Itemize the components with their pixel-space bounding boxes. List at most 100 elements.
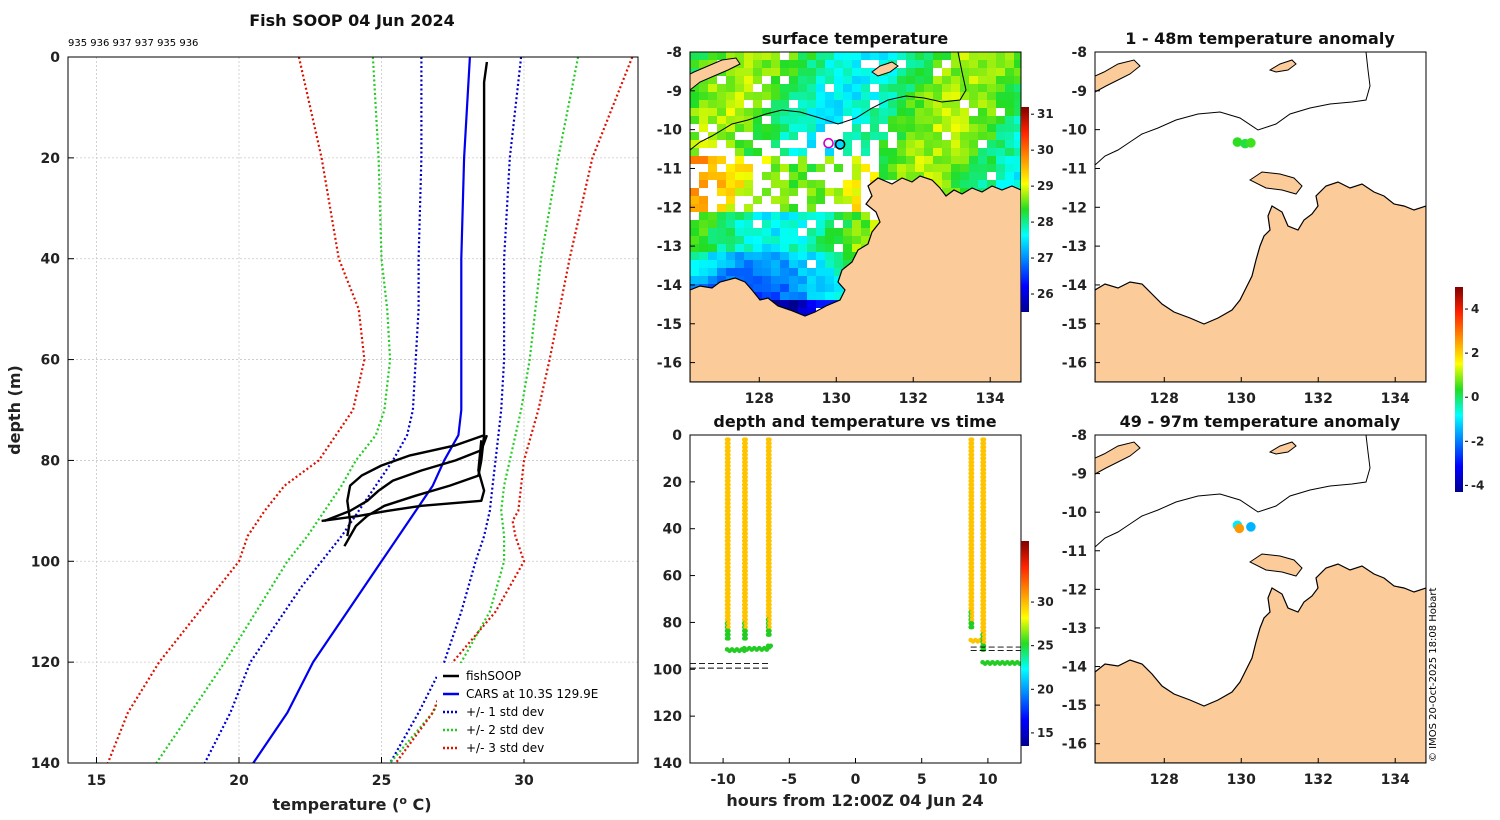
sst-cell bbox=[852, 76, 862, 85]
sst-cell bbox=[690, 276, 700, 285]
sst-cell bbox=[798, 92, 808, 101]
dt-point bbox=[981, 602, 987, 607]
map-y-tick-label: -8 bbox=[1071, 45, 1087, 61]
sst-cell bbox=[951, 140, 961, 149]
dt-point bbox=[743, 591, 748, 596]
sst-cell bbox=[906, 100, 916, 109]
dt-point bbox=[726, 534, 731, 540]
sst-cell bbox=[852, 188, 862, 197]
sst-cell bbox=[717, 100, 727, 109]
sst-cell bbox=[942, 92, 952, 101]
sst-cell bbox=[825, 292, 835, 301]
sst-cell bbox=[834, 228, 844, 237]
sst-cell bbox=[834, 76, 844, 85]
dt-point bbox=[767, 613, 772, 619]
profile-series--1-std-dev-high bbox=[389, 56, 523, 764]
sst-cell bbox=[843, 212, 853, 221]
sst-cell bbox=[870, 132, 880, 141]
sst-cell bbox=[816, 212, 826, 221]
dt-point bbox=[981, 546, 987, 551]
sst-cell bbox=[969, 76, 979, 85]
sst-markers bbox=[823, 137, 846, 150]
sst-cell bbox=[762, 100, 772, 109]
sst-cell bbox=[852, 140, 862, 149]
sst-cell bbox=[1005, 52, 1015, 61]
sst-cell bbox=[753, 76, 763, 85]
dt-point bbox=[743, 444, 748, 450]
sst-cell bbox=[906, 172, 916, 181]
dt-point bbox=[969, 471, 975, 476]
dt-point bbox=[969, 497, 975, 502]
dt-point bbox=[981, 613, 987, 619]
dt-point bbox=[969, 538, 975, 544]
sst-cell bbox=[780, 68, 790, 77]
sst-cell bbox=[879, 84, 889, 93]
sst-cell bbox=[771, 172, 781, 181]
sst-cell bbox=[726, 180, 736, 189]
sst-cell bbox=[825, 260, 835, 269]
sst-cell bbox=[861, 76, 871, 85]
sst-cell bbox=[744, 108, 754, 117]
dt-point bbox=[981, 568, 987, 574]
dt-point bbox=[969, 444, 975, 450]
sst-cell bbox=[762, 220, 772, 229]
sst-cell bbox=[897, 164, 907, 173]
colorbar-tick-label: 28 bbox=[1037, 215, 1054, 229]
dt-point bbox=[969, 501, 975, 506]
sst-cell bbox=[717, 204, 727, 213]
dt-point bbox=[743, 579, 748, 585]
sst-cell bbox=[1014, 60, 1021, 69]
sst-cell bbox=[870, 124, 880, 133]
sst-cell bbox=[870, 164, 880, 173]
dt-point bbox=[743, 583, 748, 589]
sst-cell bbox=[870, 84, 880, 93]
sst-cell bbox=[816, 132, 826, 141]
sst-cell bbox=[951, 148, 961, 157]
dt-point bbox=[981, 628, 987, 634]
sst-cell bbox=[1005, 76, 1015, 85]
sst-cell bbox=[960, 68, 970, 77]
sst-cell bbox=[987, 180, 997, 189]
dt-point bbox=[981, 647, 987, 652]
sst-cell bbox=[825, 212, 835, 221]
sst-cell bbox=[969, 60, 979, 69]
sst-cell bbox=[897, 68, 907, 77]
sst-cell bbox=[735, 108, 745, 117]
sst-cell bbox=[870, 116, 880, 125]
dt-point bbox=[726, 471, 731, 476]
sst-cell bbox=[780, 164, 790, 173]
dt-point bbox=[767, 621, 772, 626]
sst-cell bbox=[951, 68, 961, 77]
sst-cell bbox=[852, 124, 862, 133]
sst-cell bbox=[933, 148, 943, 157]
sst-cell bbox=[699, 164, 709, 173]
sst-coast-line bbox=[690, 52, 967, 151]
sst-cell bbox=[717, 84, 727, 93]
sst-cell bbox=[789, 116, 799, 125]
dt-point bbox=[969, 602, 975, 607]
sst-cell bbox=[888, 52, 898, 61]
sst-cell bbox=[771, 148, 781, 157]
sst-cell bbox=[852, 164, 862, 173]
sst-cell bbox=[708, 116, 718, 125]
sst-cell bbox=[690, 116, 700, 125]
dt-point bbox=[981, 636, 987, 641]
sst-cell bbox=[816, 228, 826, 237]
sst-cell bbox=[771, 116, 781, 125]
sst-cell bbox=[807, 204, 817, 213]
sst-cell bbox=[807, 132, 817, 141]
anom1-title: 1 - 48m temperature anomaly bbox=[1125, 29, 1395, 48]
sst-cell bbox=[717, 180, 727, 189]
sst-cell bbox=[690, 252, 700, 261]
sst-cell bbox=[834, 292, 844, 301]
sst-cell bbox=[771, 188, 781, 197]
sst-cell bbox=[735, 132, 745, 141]
profile-x-ticks: 15 20 25 30 bbox=[87, 757, 534, 789]
dt-point bbox=[726, 632, 731, 637]
sst-cell bbox=[726, 76, 736, 85]
map-x-tick-label: 132 bbox=[899, 391, 928, 407]
sst-cell bbox=[780, 276, 790, 285]
dt-point bbox=[767, 598, 772, 604]
sst-cell bbox=[825, 268, 835, 277]
sst-cell bbox=[969, 132, 979, 141]
